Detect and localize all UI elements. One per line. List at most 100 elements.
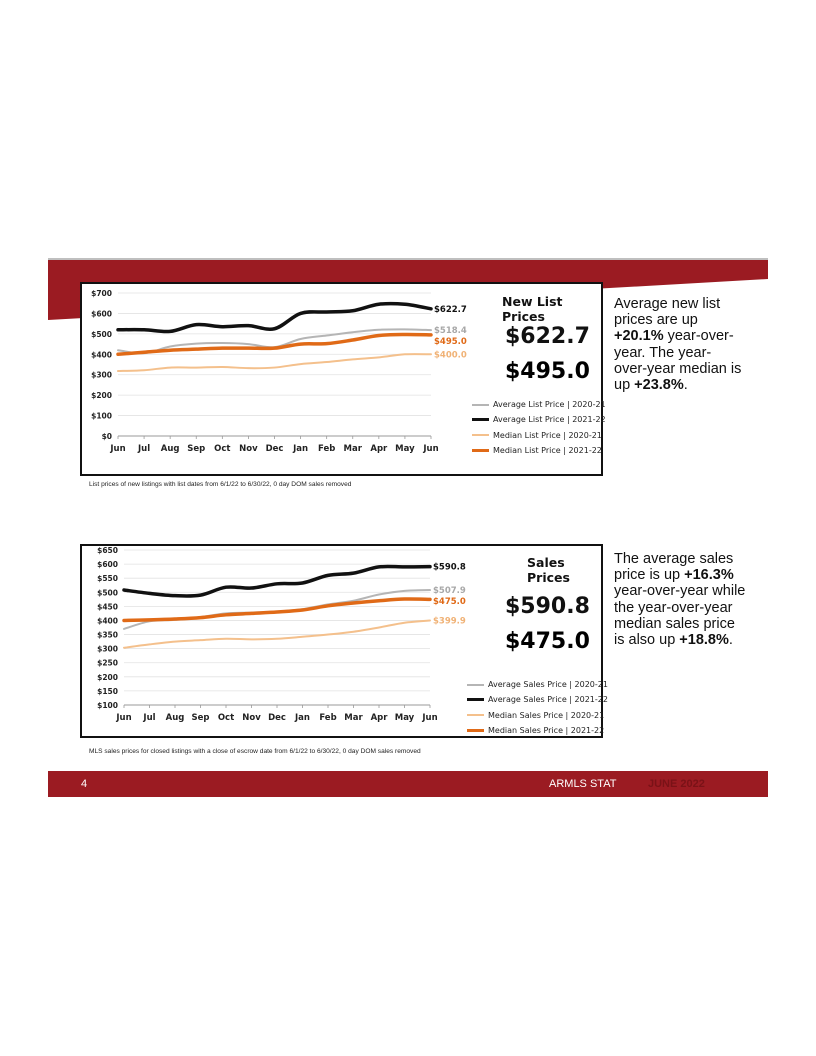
- list-chart-x-tick-label: Nov: [239, 444, 258, 454]
- sales-summary-median-change: +18.8%: [679, 632, 729, 649]
- sales-chart-x-tick-label: Oct: [218, 713, 234, 723]
- page-number: 4: [81, 778, 88, 790]
- sales-chart-y-tick-label: $200: [97, 673, 118, 682]
- sales-summary-avg-change: +16.3%: [684, 567, 734, 584]
- sales-chart-legend-label: Average Sales Price | 2020-21: [488, 680, 608, 690]
- sales-chart-y-tick-label: $400: [97, 616, 118, 625]
- list-chart-legend-label: Median List Price | 2021-22: [493, 446, 602, 456]
- sales-chart-x-tick-label: May: [395, 713, 415, 723]
- list-chart-legend-label: Average List Price | 2021-22: [493, 415, 606, 425]
- list-chart-legend-swatch: [472, 403, 489, 406]
- sales-chart-legend-label: Average Sales Price | 2021-22: [488, 695, 608, 705]
- list-chart-y-tick-label: $400: [91, 350, 112, 359]
- list-chart-end-label-average-list-price-2021-22: $622.7: [434, 305, 467, 315]
- sales-chart-y-tick-label: $500: [97, 588, 118, 597]
- list-chart-x-tick-label: Jan: [292, 444, 308, 454]
- list-chart-x-tick-label: Mar: [344, 444, 363, 454]
- sales-chart-y-tick-label: $350: [97, 631, 118, 640]
- sales-chart-end-label-average-sales-price-2021-22: $590.8: [433, 563, 466, 573]
- list-prices-summary: Average new list prices are up +20.1% ye…: [614, 296, 744, 393]
- list-chart-legend-label: Average List Price | 2020-21: [493, 400, 606, 410]
- sales-chart-x-tick-label: Aug: [166, 713, 185, 723]
- list-chart-legend-item: Median List Price | 2021-22: [472, 443, 606, 458]
- list-chart-x-tick-label: Aug: [161, 444, 180, 454]
- sales-chart-x-tick-label: Nov: [242, 713, 261, 723]
- footer-org-name: ARMLS STAT: [549, 778, 617, 790]
- list-chart-x-tick-label: Dec: [266, 444, 284, 454]
- list-chart-x-tick-label: Sep: [187, 444, 205, 454]
- list-chart-x-tick-label: Apr: [370, 444, 388, 454]
- sales-summary-text-2: year-over-year while the year-over-year …: [614, 583, 746, 649]
- sales-avg-big-value: $590.8: [505, 594, 590, 619]
- sales-prices-footnote: MLS sales prices for closed listings wit…: [89, 748, 421, 755]
- sales-prices-chart: $100 $150 $200 $250 $300 $350 $400 $450 $500 $550…: [97, 546, 466, 723]
- list-chart-legend-swatch: [472, 449, 489, 453]
- list-summary-text-1: Average new list prices are up: [614, 296, 721, 329]
- list-chart-x-tick-label: Feb: [318, 444, 335, 454]
- footer-report-date: JUNE 2022: [648, 778, 705, 790]
- sales-chart-x-tick-label: Jan: [294, 713, 310, 723]
- sales-chart-y-tick-label: $650: [97, 546, 118, 555]
- sales-summary-text-3: .: [728, 632, 733, 649]
- list-prices-legend: Average List Price | 2020-21 Average List…: [472, 397, 606, 458]
- list-chart-y-tick-label: $700: [91, 289, 112, 298]
- list-chart-legend-item: Average List Price | 2021-22: [472, 412, 606, 427]
- sales-chart-y-tick-label: $150: [97, 687, 118, 696]
- sales-chart-y-tick-label: $300: [97, 645, 118, 654]
- list-summary-avg-change: +20.1%: [614, 328, 664, 345]
- sales-prices-chart-title: Sales Prices: [527, 555, 570, 585]
- list-chart-series-median-list-price-2021-22: [116, 332, 433, 357]
- list-chart-legend-item: Median List Price | 2020-21: [472, 428, 606, 443]
- sales-chart-legend-item: Median Sales Price | 2021-22: [467, 723, 608, 738]
- list-chart-series-average-list-price-2021-22: [116, 301, 433, 334]
- sales-chart-legend-swatch: [467, 729, 484, 733]
- sales-chart-series-median-sales-price-2021-22: [122, 597, 432, 623]
- sales-chart-legend-item: Average Sales Price | 2020-21: [467, 677, 608, 692]
- list-avg-big-value: $622.7: [505, 324, 590, 349]
- sales-median-big-value: $475.0: [505, 629, 590, 654]
- sales-chart-legend-swatch: [467, 714, 484, 717]
- list-chart-y-tick-label: $0: [102, 432, 112, 441]
- sales-chart-legend-label: Median Sales Price | 2020-21: [488, 710, 605, 720]
- sales-chart-x-tick-label: Sep: [192, 713, 210, 723]
- sales-chart-x-tick-label: Jul: [142, 713, 155, 723]
- sales-chart-x-tick-label: Jun: [421, 713, 437, 723]
- list-chart-end-label-median-list-price-2020-21: $400.0: [434, 350, 467, 360]
- sales-chart-end-label-median-sales-price-2020-21: $399.9: [433, 616, 466, 626]
- sales-chart-x-tick-label: Feb: [319, 713, 336, 723]
- sales-chart-end-label-median-sales-price-2021-22: $475.0: [433, 597, 466, 607]
- sales-prices-legend: Average Sales Price | 2020-21 Average Sal…: [467, 677, 608, 738]
- list-prices-chart: $0 $100 $200 $300 $400 $500 $600 $700 Jun Jul Aug S…: [91, 289, 467, 454]
- sales-chart-legend-swatch: [467, 698, 484, 702]
- list-chart-x-tick-label: May: [395, 444, 415, 454]
- list-chart-y-tick-label: $500: [91, 330, 112, 339]
- list-prices-footnote: List prices of new listings with list da…: [89, 481, 352, 488]
- list-summary-text-2: year-over-year. The year-over-year media…: [614, 328, 742, 394]
- list-prices-chart-panel: $0 $100 $200 $300 $400 $500 $600 $700 Jun Jul Aug S…: [80, 282, 606, 476]
- sales-chart-y-tick-label: $600: [97, 560, 118, 569]
- sales-chart-x-tick-label: Jun: [115, 713, 131, 723]
- list-chart-legend-swatch: [472, 418, 489, 422]
- sales-chart-y-tick-label: $250: [97, 659, 118, 668]
- sales-chart-legend-item: Median Sales Price | 2020-21: [467, 708, 608, 723]
- list-summary-median-change: +23.8%: [634, 377, 684, 394]
- sales-prices-summary: The average sales price is up +16.3% yea…: [614, 551, 749, 648]
- page-footer: 4 ARMLS STAT JUNE 2022: [48, 771, 768, 797]
- sales-chart-x-tick-label: Apr: [371, 713, 389, 723]
- sales-chart-series-median-sales-price-2020-21: [123, 619, 431, 649]
- sales-chart-end-label-average-sales-price-2020-21: $507.9: [433, 586, 466, 596]
- sales-chart-x-tick-label: Dec: [268, 713, 286, 723]
- list-chart-x-tick-label: Jul: [137, 444, 150, 454]
- sales-chart-x-tick-label: Mar: [344, 713, 363, 723]
- list-chart-series-median-list-price-2020-21: [117, 353, 432, 373]
- list-chart-x-tick-label: Jun: [109, 444, 125, 454]
- sales-chart-series-average-sales-price-2021-22: [122, 564, 432, 598]
- list-chart-y-tick-label: $200: [91, 391, 112, 400]
- list-chart-end-label-average-list-price-2020-21: $518.4: [434, 326, 467, 336]
- list-chart-x-tick-label: Jun: [422, 444, 438, 454]
- list-chart-y-tick-label: $600: [91, 309, 112, 318]
- sales-chart-y-tick-label: $100: [97, 701, 118, 710]
- sales-chart-y-tick-label: $550: [97, 574, 118, 583]
- sales-chart-legend-swatch: [467, 683, 484, 686]
- list-chart-legend-item: Average List Price | 2020-21: [472, 397, 606, 412]
